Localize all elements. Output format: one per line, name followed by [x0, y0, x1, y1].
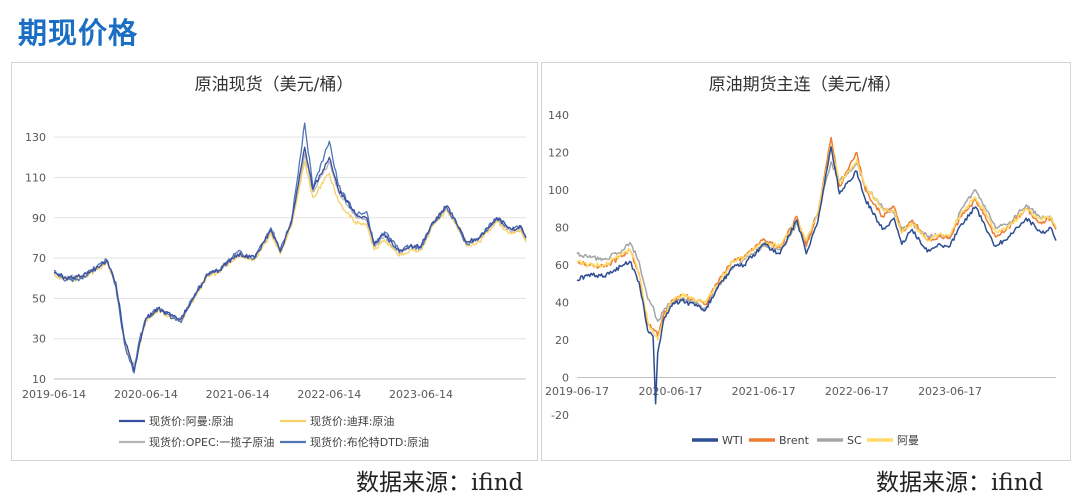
series-line-0 — [576, 146, 1057, 405]
series-line-1 — [576, 136, 1057, 338]
spot-price-chart: 原油现货（美元/桶） 10 30 50 70 90 110 130 2019-06-14 2020… — [22, 75, 527, 449]
x-tick-label: 2020-06-17 — [638, 385, 702, 398]
x-tick-label: 2020-06-14 — [114, 388, 178, 401]
legend-label: SC — [847, 434, 862, 447]
series-line-3 — [53, 122, 527, 374]
legend-label: 现货价:布伦特DTD:原油 — [310, 435, 429, 449]
y-tick-label: 0 — [562, 372, 569, 385]
legend-label: 现货价:迪拜:原油 — [310, 414, 394, 428]
legend-label: Brent — [779, 434, 810, 447]
x-tick-label: 2022-06-14 — [297, 388, 361, 401]
source-note-right: 数据来源：ifind — [876, 470, 1044, 496]
y-tick-label: 40 — [555, 297, 569, 310]
x-tick-label: 2019-06-17 — [545, 385, 609, 398]
legend-label: 现货价:OPEC:一揽子原油 — [149, 435, 274, 449]
futures-price-chart: 原油期货主连（美元/桶） -20 0 20 40 60 80 100 120 140 2019-06… — [545, 75, 1057, 447]
page-title: 期现价格 — [18, 16, 139, 50]
x-tick-label: 2023-06-14 — [389, 388, 453, 401]
legend-label: 现货价:阿曼:原油 — [149, 414, 233, 428]
y-tick-label: 90 — [32, 212, 46, 225]
legend-label: WTI — [722, 434, 743, 447]
y-tick-label: 80 — [555, 222, 569, 235]
series-line-2 — [576, 161, 1057, 323]
x-tick-label: 2023-06-17 — [918, 385, 982, 398]
spot-price-chart-panel: 原油现货（美元/桶） 10 30 50 70 90 110 130 2019-06-14 2020… — [11, 62, 538, 461]
y-tick-label: 100 — [548, 184, 569, 197]
series-line-3 — [576, 144, 1057, 341]
y-tick-label: 70 — [32, 252, 46, 265]
series-line-2 — [53, 152, 527, 366]
y-tick-label: 10 — [32, 373, 46, 386]
legend-label: 阿曼 — [897, 434, 919, 447]
y-tick-label: 110 — [25, 171, 46, 184]
x-tick-label: 2021-06-17 — [732, 385, 796, 398]
x-tick-label: 2019-06-14 — [22, 388, 86, 401]
source-note-left: 数据来源：ifind — [356, 470, 524, 496]
x-tick-label: 2022-06-17 — [825, 385, 889, 398]
y-tick-label: 60 — [555, 259, 569, 272]
x-tick-label: 2021-06-14 — [206, 388, 270, 401]
y-tick-label: 30 — [32, 333, 46, 346]
chart-title-1: 原油期货主连（美元/桶） — [709, 75, 902, 95]
series-line-0 — [53, 146, 527, 372]
chart-title-0: 原油现货（美元/桶） — [195, 75, 354, 95]
y-tick-label: 130 — [25, 131, 46, 144]
y-tick-label: 20 — [555, 334, 569, 347]
futures-price-chart-panel: 原油期货主连（美元/桶） -20 0 20 40 60 80 100 120 140 2019-06… — [541, 62, 1071, 461]
y-tick-label: 120 — [548, 147, 569, 160]
y-tick-label: 50 — [32, 292, 46, 305]
y-tick-label: -20 — [551, 409, 569, 422]
y-tick-label: 140 — [548, 109, 569, 122]
